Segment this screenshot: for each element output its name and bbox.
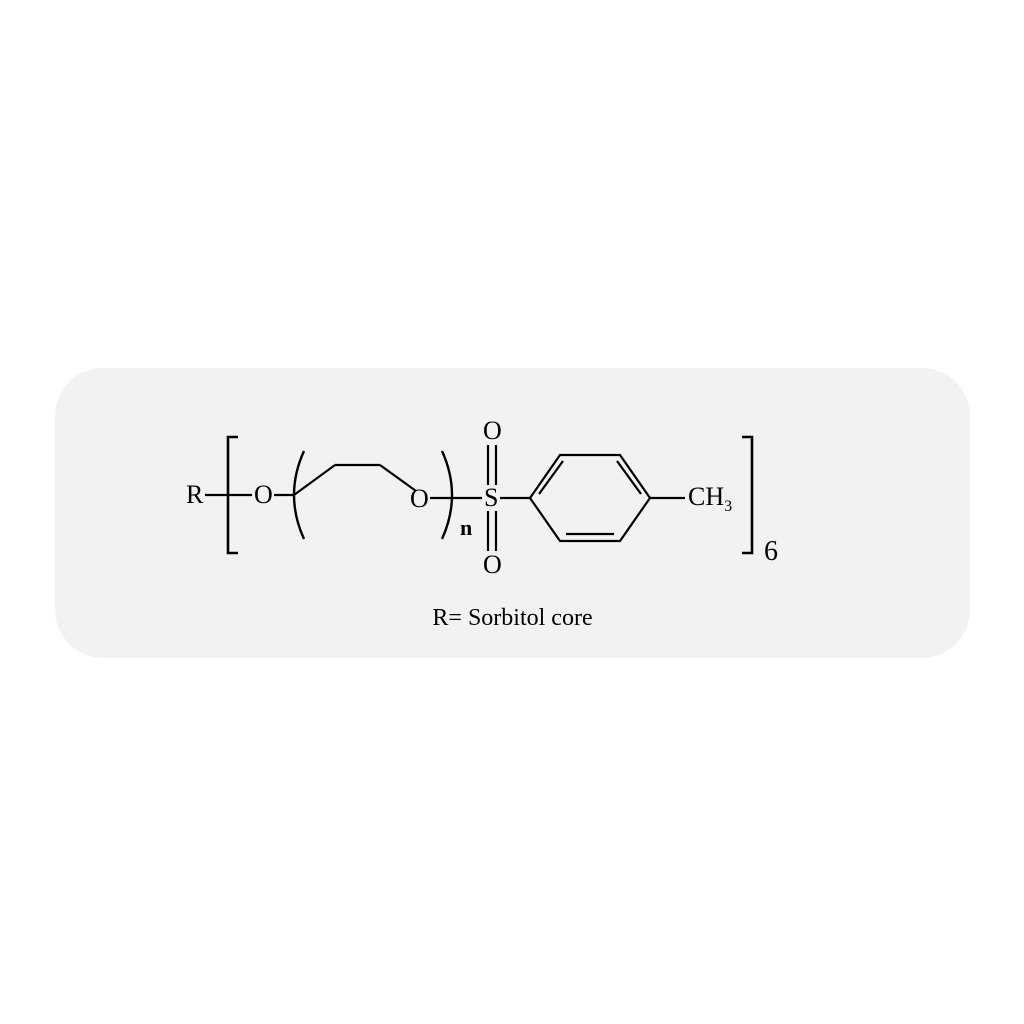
repeat-n: n: [460, 515, 472, 540]
atom-label-O2: O: [410, 484, 429, 513]
bond: [294, 465, 335, 495]
ch3-text: CH: [688, 482, 724, 511]
atom-label-R: R: [186, 480, 204, 509]
outer-subscript-6: 6: [764, 536, 778, 567]
ch3-sub: 3: [724, 498, 732, 515]
chemical-structure: R O O n S O O: [170, 395, 870, 595]
atom-label-CH3: CH3: [688, 482, 732, 515]
paren-right: [442, 451, 452, 539]
atom-label-O1: O: [254, 480, 273, 509]
structure-caption: R= Sorbitol core: [55, 605, 970, 632]
atom-label-S: S: [484, 483, 498, 512]
atom-label-O-top: O: [483, 416, 502, 445]
benzene-ring: [530, 455, 650, 541]
atom-label-O-bot: O: [483, 550, 502, 579]
bracket-outer-right: [742, 437, 752, 553]
